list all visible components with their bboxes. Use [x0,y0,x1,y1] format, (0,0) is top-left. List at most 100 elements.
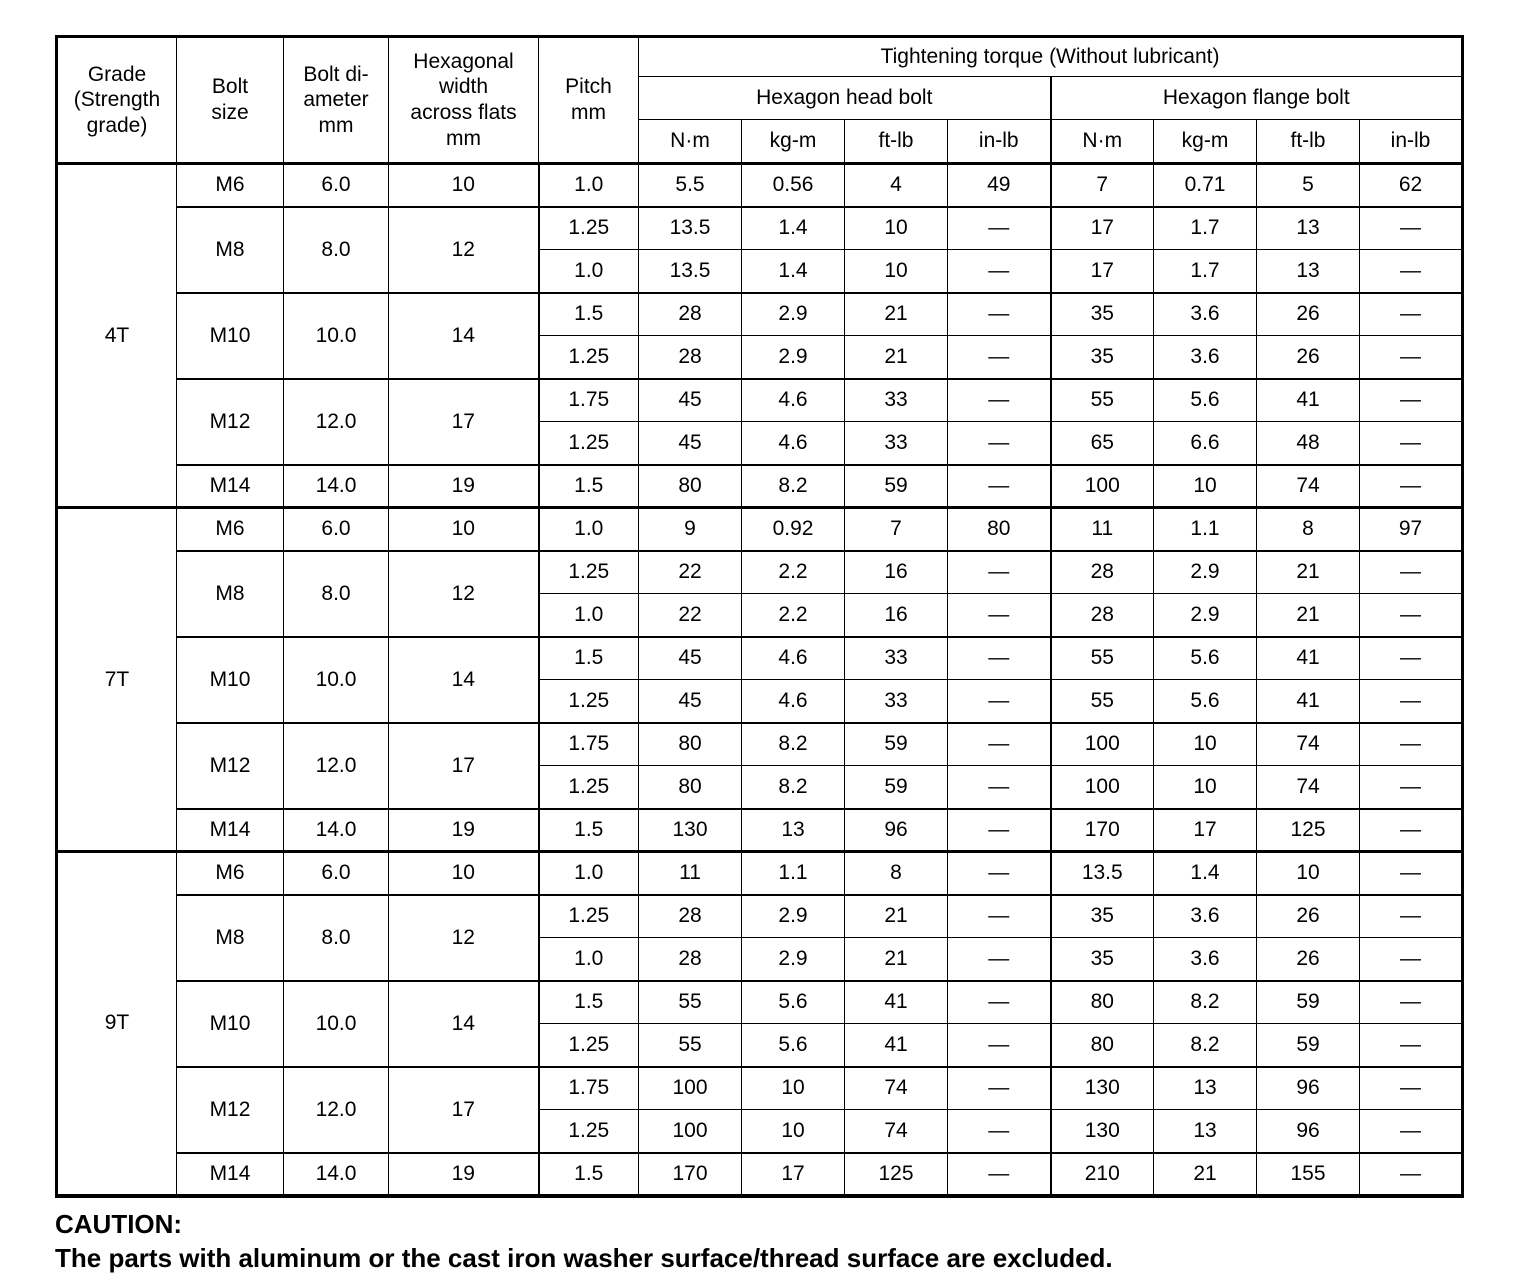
table-row: 1.0 28 2.9 21—35 3.6 26— [57,937,1464,981]
torque-value-cell: 2.9 [741,937,845,981]
torque-value-cell: 8.2 [1153,979,1257,1024]
grade-block: 9T M6 6.0 10 1.0 11 1.1 8—13.5 1.4 10— M8 8.0 12 1.25… [56,851,1464,1196]
pitch-cell: 1.25 [537,765,639,809]
torque-value-cell: 1.7 [1153,249,1257,293]
torque-value-cell: 130 [1049,1065,1154,1110]
pitch-cell: 1.25 [537,549,639,594]
torque-value-cell: — [1358,679,1464,723]
torque-value-cell: — [947,679,1051,723]
torque-value-cell: 59 [844,463,948,508]
col-header-grade: Grade (Strength grade) [56,36,177,164]
torque-value-cell: 26 [1256,335,1360,379]
unit-header-kgm: kg-m [741,119,845,164]
torque-value-cell: 11 [1049,507,1154,551]
bolt-size-cell: M14 [176,807,284,852]
unit-header-inlb: in-lb [947,119,1051,164]
torque-value-cell: 2.9 [1153,549,1257,594]
torque-value-cell: 5.6 [741,979,845,1024]
hex-width-cell: 12 [388,205,539,293]
torque-value-cell: 33 [844,635,948,680]
torque-value-cell: 2.9 [1153,593,1257,637]
torque-value-cell: 5.5 [638,163,742,207]
torque-value-cell: 21 [844,291,948,336]
pitch-cell: 1.5 [537,291,639,336]
hex-width-cell: 10 [388,507,539,551]
caution-block: CAUTION: The parts with aluminum or the … [55,1207,1520,1276]
torque-value-cell: 170 [638,1151,742,1196]
torque-value-cell: 8.2 [741,721,845,766]
torque-value-cell: — [1358,377,1464,422]
torque-value-cell: 5.6 [1153,635,1257,680]
hex-width-cell: 14 [388,291,539,379]
torque-value-cell: 21 [844,893,948,938]
table-row: M12 12.0 17 1.75 100 10 74—130 13 96— [57,1065,1464,1153]
torque-value-cell: 13 [1256,205,1360,250]
torque-value-cell: 5.6 [741,1023,845,1067]
torque-value-cell: 41 [844,1023,948,1067]
torque-value-cell: 17 [1153,807,1257,852]
bolt-size-cell: M10 [176,635,284,723]
bolt-size-cell: M8 [176,549,284,637]
table-row: 1.25 45 4.6 33—65 6.6 48— [57,421,1464,465]
torque-value-cell: — [1358,893,1464,938]
grade-cell: 4T [56,163,177,508]
torque-value-cell: 1.1 [1153,507,1257,551]
hex-width-cell: 17 [388,721,539,809]
torque-value-cell: 21 [1256,593,1360,637]
torque-value-cell: 100 [638,1109,742,1153]
torque-value-cell: — [947,937,1051,981]
torque-value-cell: — [947,249,1051,293]
pitch-cell: 1.5 [537,463,639,508]
torque-value-cell: 80 [638,765,742,809]
bolt-size-cell: M14 [176,463,284,508]
pitch-cell: 1.5 [537,1151,639,1196]
torque-value-cell: 74 [844,1065,948,1110]
torque-value-cell: 1.4 [741,249,845,293]
torque-value-cell: 11 [638,851,742,895]
torque-value-cell: 59 [844,721,948,766]
pitch-cell: 1.0 [537,851,639,895]
torque-value-cell: 45 [638,421,742,465]
bolt-size-cell: M10 [176,291,284,379]
torque-value-cell: 59 [1256,979,1360,1024]
torque-value-cell: 210 [1049,1151,1154,1196]
bolt-diameter-cell: 6.0 [283,851,389,895]
torque-value-cell: 22 [638,593,742,637]
torque-value-cell: — [1358,765,1464,809]
torque-value-cell: 8 [1256,507,1360,551]
torque-value-cell: — [947,1109,1051,1153]
torque-value-cell: 33 [844,679,948,723]
torque-value-cell: — [947,291,1051,336]
torque-value-cell: 1.7 [1153,205,1257,250]
torque-value-cell: 130 [638,807,742,852]
header-row-1: Grade (Strength grade) Bolt size Bolt di… [56,36,1464,164]
table-row: M12 12.0 17 1.75 45 4.6 33—55 5.6 41— [57,377,1464,465]
torque-value-cell: 17 [1049,249,1154,293]
torque-value-cell: — [1358,291,1464,336]
torque-value-cell: — [947,1151,1051,1196]
col-header-bolt-size: Bolt size [176,36,284,164]
head-bolt-group-header: Hexagon head bolt [638,76,1051,120]
torque-value-cell: 49 [947,163,1051,207]
torque-value-cell: — [947,463,1051,508]
pitch-cell: 1.0 [537,163,639,207]
torque-value-cell: — [947,979,1051,1024]
torque-value-cell: 3.6 [1153,937,1257,981]
torque-value-cell: 6.6 [1153,421,1257,465]
torque-value-cell: — [947,1023,1051,1067]
torque-value-cell: 26 [1256,937,1360,981]
torque-value-cell: 48 [1256,421,1360,465]
table-row: M8 8.0 12 1.25 22 2.2 16—28 2.9 21— [57,549,1464,637]
flange-bolt-group-header: Hexagon flange bolt [1049,76,1464,120]
torque-value-cell: 41 [1256,635,1360,680]
torque-spec-table: Grade (Strength grade) Bolt size Bolt di… [55,35,1465,1198]
bolt-diameter-cell: 14.0 [283,807,389,852]
torque-value-cell: 2.9 [741,291,845,336]
table-row: M8 8.0 12 1.25 28 2.9 21—35 3.6 26— [57,893,1464,981]
torque-value-cell: 170 [1049,807,1154,852]
torque-value-cell: 80 [638,463,742,508]
torque-value-cell: 100 [638,1065,742,1110]
torque-value-cell: 22 [638,549,742,594]
torque-value-cell: 16 [844,549,948,594]
bolt-size-cell: M12 [176,721,284,809]
